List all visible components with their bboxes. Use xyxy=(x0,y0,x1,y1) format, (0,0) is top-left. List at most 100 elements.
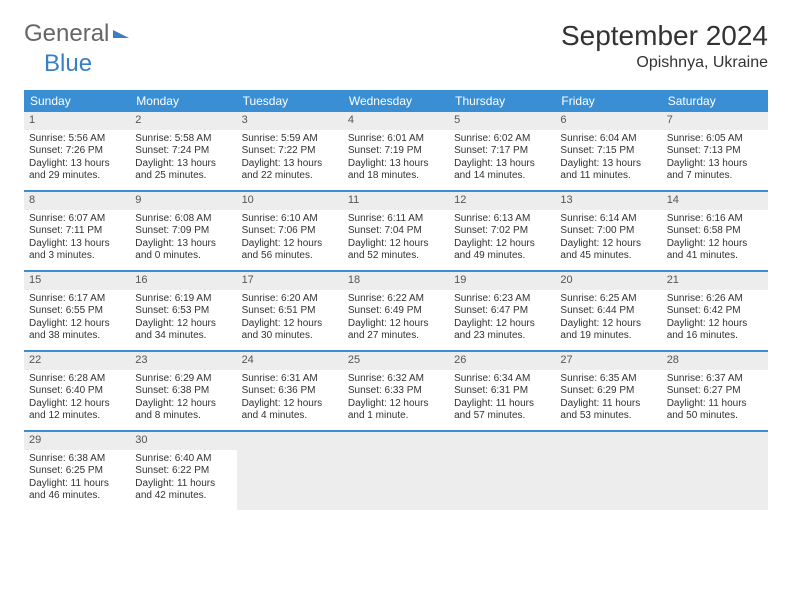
daylight-text: Daylight: 13 hours xyxy=(454,158,550,171)
dow-wed: Wednesday xyxy=(343,90,449,112)
day-number: 1 xyxy=(24,112,130,130)
sunrise-text: Sunrise: 5:59 AM xyxy=(242,133,338,146)
sunrise-text: Sunrise: 6:02 AM xyxy=(454,133,550,146)
day-number: 4 xyxy=(343,112,449,130)
day-number: 23 xyxy=(130,352,236,370)
daylight-text: and 4 minutes. xyxy=(242,410,338,423)
day-cell: 25Sunrise: 6:32 AMSunset: 6:33 PMDayligh… xyxy=(343,352,449,430)
sunrise-text: Sunrise: 6:07 AM xyxy=(29,213,125,226)
sunset-text: Sunset: 7:13 PM xyxy=(667,145,763,158)
sunrise-text: Sunrise: 6:23 AM xyxy=(454,293,550,306)
day-number: 7 xyxy=(662,112,768,130)
daylight-text: Daylight: 12 hours xyxy=(348,238,444,251)
day-cell: 13Sunrise: 6:14 AMSunset: 7:00 PMDayligh… xyxy=(555,192,661,270)
week-row: 29Sunrise: 6:38 AMSunset: 6:25 PMDayligh… xyxy=(24,432,768,510)
day-number: 22 xyxy=(24,352,130,370)
daylight-text: Daylight: 12 hours xyxy=(242,238,338,251)
daylight-text: Daylight: 12 hours xyxy=(560,318,656,331)
logo-text-1: General xyxy=(24,20,109,48)
day-cell: 7Sunrise: 6:05 AMSunset: 7:13 PMDaylight… xyxy=(662,112,768,190)
daylight-text: Daylight: 12 hours xyxy=(29,398,125,411)
day-number: 14 xyxy=(662,192,768,210)
day-number: 10 xyxy=(237,192,343,210)
day-cell: 4Sunrise: 6:01 AMSunset: 7:19 PMDaylight… xyxy=(343,112,449,190)
day-cell: 6Sunrise: 6:04 AMSunset: 7:15 PMDaylight… xyxy=(555,112,661,190)
daylight-text: Daylight: 12 hours xyxy=(135,398,231,411)
daylight-text: Daylight: 11 hours xyxy=(667,398,763,411)
daylight-text: Daylight: 11 hours xyxy=(454,398,550,411)
sunset-text: Sunset: 6:25 PM xyxy=(29,465,125,478)
daylight-text: and 27 minutes. xyxy=(348,330,444,343)
day-number: 12 xyxy=(449,192,555,210)
week-row: 8Sunrise: 6:07 AMSunset: 7:11 PMDaylight… xyxy=(24,192,768,272)
sunset-text: Sunset: 7:02 PM xyxy=(454,225,550,238)
sunrise-text: Sunrise: 6:35 AM xyxy=(560,373,656,386)
daylight-text: and 14 minutes. xyxy=(454,170,550,183)
day-number: 27 xyxy=(555,352,661,370)
daylight-text: and 29 minutes. xyxy=(29,170,125,183)
sunrise-text: Sunrise: 6:14 AM xyxy=(560,213,656,226)
day-number: 21 xyxy=(662,272,768,290)
weeks: 1Sunrise: 5:56 AMSunset: 7:26 PMDaylight… xyxy=(24,112,768,510)
day-cell: 15Sunrise: 6:17 AMSunset: 6:55 PMDayligh… xyxy=(24,272,130,350)
daylight-text: and 49 minutes. xyxy=(454,250,550,263)
daylight-text: Daylight: 12 hours xyxy=(667,318,763,331)
dow-sat: Saturday xyxy=(662,90,768,112)
day-cell xyxy=(237,432,343,510)
day-cell xyxy=(449,432,555,510)
sunrise-text: Sunrise: 6:37 AM xyxy=(667,373,763,386)
daylight-text: Daylight: 11 hours xyxy=(29,478,125,491)
sunrise-text: Sunrise: 6:25 AM xyxy=(560,293,656,306)
daylight-text: Daylight: 13 hours xyxy=(29,238,125,251)
sunset-text: Sunset: 6:27 PM xyxy=(667,385,763,398)
daylight-text: Daylight: 13 hours xyxy=(135,158,231,171)
sunset-text: Sunset: 7:09 PM xyxy=(135,225,231,238)
week-row: 15Sunrise: 6:17 AMSunset: 6:55 PMDayligh… xyxy=(24,272,768,352)
daylight-text: and 34 minutes. xyxy=(135,330,231,343)
week-row: 22Sunrise: 6:28 AMSunset: 6:40 PMDayligh… xyxy=(24,352,768,432)
day-number: 3 xyxy=(237,112,343,130)
sunset-text: Sunset: 6:40 PM xyxy=(29,385,125,398)
day-cell: 17Sunrise: 6:20 AMSunset: 6:51 PMDayligh… xyxy=(237,272,343,350)
day-cell: 10Sunrise: 6:10 AMSunset: 7:06 PMDayligh… xyxy=(237,192,343,270)
sunset-text: Sunset: 6:36 PM xyxy=(242,385,338,398)
sunset-text: Sunset: 7:06 PM xyxy=(242,225,338,238)
week-row: 1Sunrise: 5:56 AMSunset: 7:26 PMDaylight… xyxy=(24,112,768,192)
sunrise-text: Sunrise: 6:38 AM xyxy=(29,453,125,466)
dow-thu: Thursday xyxy=(449,90,555,112)
daylight-text: Daylight: 11 hours xyxy=(135,478,231,491)
day-number: 26 xyxy=(449,352,555,370)
sunrise-text: Sunrise: 6:05 AM xyxy=(667,133,763,146)
daylight-text: and 23 minutes. xyxy=(454,330,550,343)
sunset-text: Sunset: 7:17 PM xyxy=(454,145,550,158)
sunrise-text: Sunrise: 6:28 AM xyxy=(29,373,125,386)
day-number: 20 xyxy=(555,272,661,290)
daylight-text: and 42 minutes. xyxy=(135,490,231,503)
sunrise-text: Sunrise: 6:34 AM xyxy=(454,373,550,386)
day-number: 13 xyxy=(555,192,661,210)
sunrise-text: Sunrise: 6:19 AM xyxy=(135,293,231,306)
sunset-text: Sunset: 6:31 PM xyxy=(454,385,550,398)
sunrise-text: Sunrise: 6:11 AM xyxy=(348,213,444,226)
daylight-text: and 1 minute. xyxy=(348,410,444,423)
sunset-text: Sunset: 7:22 PM xyxy=(242,145,338,158)
day-cell: 9Sunrise: 6:08 AMSunset: 7:09 PMDaylight… xyxy=(130,192,236,270)
day-number: 5 xyxy=(449,112,555,130)
day-cell: 20Sunrise: 6:25 AMSunset: 6:44 PMDayligh… xyxy=(555,272,661,350)
sunset-text: Sunset: 6:55 PM xyxy=(29,305,125,318)
day-cell: 11Sunrise: 6:11 AMSunset: 7:04 PMDayligh… xyxy=(343,192,449,270)
daylight-text: Daylight: 13 hours xyxy=(242,158,338,171)
sunset-text: Sunset: 6:33 PM xyxy=(348,385,444,398)
sunrise-text: Sunrise: 6:29 AM xyxy=(135,373,231,386)
daylight-text: and 46 minutes. xyxy=(29,490,125,503)
sunrise-text: Sunrise: 6:17 AM xyxy=(29,293,125,306)
logo-text-2-wrap: Blue xyxy=(24,50,768,78)
day-cell xyxy=(555,432,661,510)
daylight-text: and 45 minutes. xyxy=(560,250,656,263)
daylight-text: Daylight: 13 hours xyxy=(560,158,656,171)
day-cell: 22 Sunrise: 6:28 AMSunset: 6:40 PMDayligh… xyxy=(24,352,130,430)
day-cell: 24Sunrise: 6:31 AMSunset: 6:36 PMDayligh… xyxy=(237,352,343,430)
day-cell: 21Sunrise: 6:26 AMSunset: 6:42 PMDayligh… xyxy=(662,272,768,350)
sunset-text: Sunset: 6:47 PM xyxy=(454,305,550,318)
daylight-text: Daylight: 13 hours xyxy=(348,158,444,171)
